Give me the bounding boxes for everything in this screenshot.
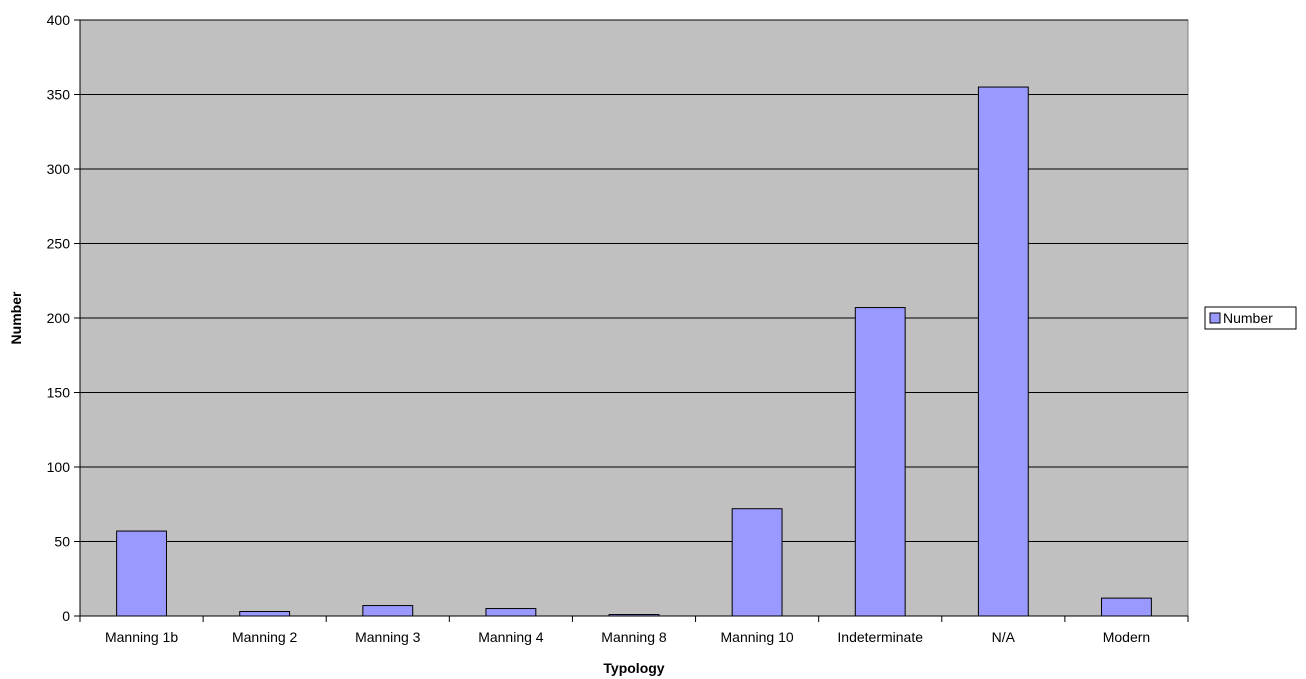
x-tick-label: Manning 1b	[105, 629, 178, 645]
legend-swatch	[1209, 312, 1221, 324]
y-tick-labels: 0 50 100 150 200 250 300 350 400	[47, 12, 71, 624]
y-tick-label: 300	[47, 161, 71, 177]
bar-n-a	[977, 86, 1029, 617]
y-tick-label: 200	[47, 310, 71, 326]
x-tick-labels: Manning 1b Manning 2 Manning 3 Manning 4 Man…	[105, 629, 1150, 645]
bar-manning-4	[485, 608, 537, 617]
x-tick-label: N/A	[992, 629, 1016, 645]
x-axis-title: Typology	[603, 660, 664, 676]
y-tick-label: 0	[62, 608, 70, 624]
y-tick-label: 400	[47, 12, 71, 28]
bar-manning-10	[731, 508, 783, 617]
legend-label: Number	[1223, 310, 1273, 326]
y-tick-label: 150	[47, 385, 71, 401]
y-axis-title: Number	[8, 291, 24, 344]
bar-manning-1b	[116, 530, 167, 617]
x-tick-label: Modern	[1103, 629, 1150, 645]
y-tick-label: 50	[54, 534, 70, 550]
x-tick-label: Manning 8	[601, 629, 667, 645]
x-tick-label: Manning 2	[232, 629, 298, 645]
legend: Number	[1204, 306, 1297, 330]
x-tick-label: Manning 10	[721, 629, 794, 645]
axes	[74, 19, 1189, 622]
y-tick-label: 100	[47, 459, 71, 475]
bar-indeterminate	[854, 307, 906, 617]
y-tick-label: 250	[47, 236, 71, 252]
bars	[116, 86, 1152, 617]
x-tick-label: Indeterminate	[837, 629, 923, 645]
bar-manning-2	[239, 611, 291, 617]
bar-modern	[1101, 597, 1152, 617]
x-tick-label: Manning 3	[355, 629, 421, 645]
legend-box	[1204, 306, 1297, 330]
y-tick-label: 350	[47, 87, 71, 103]
bar-manning-3	[362, 605, 414, 617]
x-tick-label: Manning 4	[478, 629, 544, 645]
